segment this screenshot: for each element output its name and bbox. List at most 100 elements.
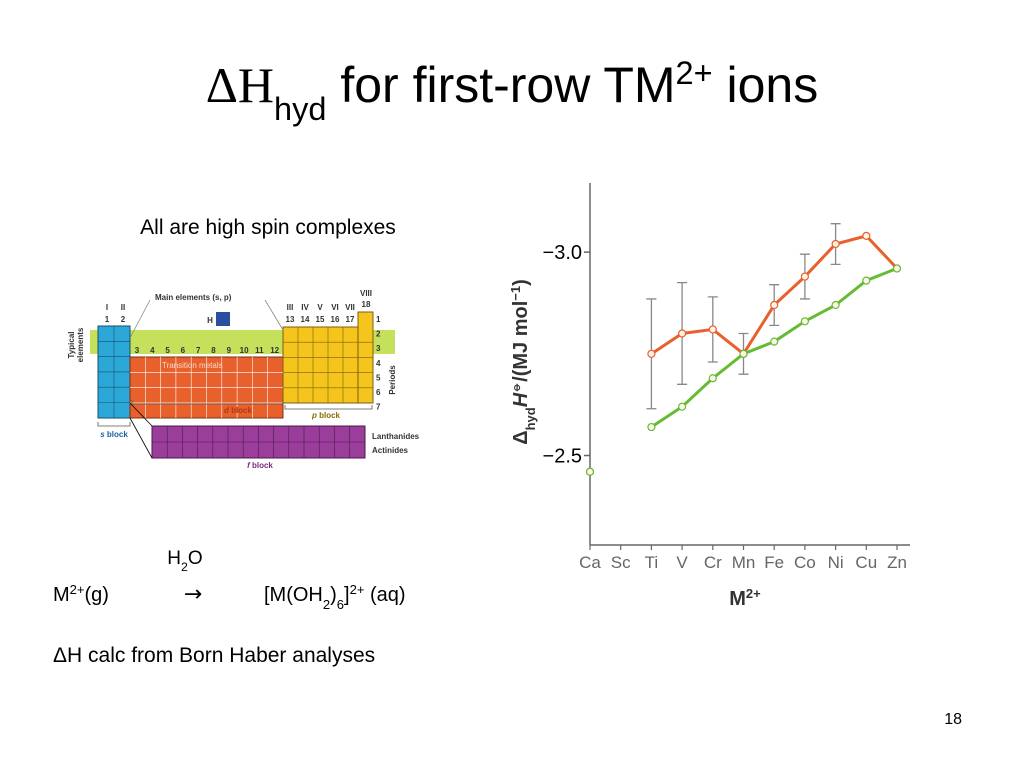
x-tick-label: Ni — [828, 553, 844, 572]
text-part: ) — [330, 584, 337, 606]
lanthanides: Lanthanides — [372, 432, 420, 441]
period-number: 4 — [376, 359, 381, 368]
group-number: 17 — [346, 315, 355, 324]
group-roman: I — [106, 303, 108, 312]
data-point — [770, 300, 779, 310]
text-part: ⦵ — [508, 382, 523, 393]
period-number: 7 — [376, 403, 381, 412]
text-part: block — [250, 461, 274, 470]
group-number: 16 — [331, 315, 340, 324]
text-part: ions — [713, 57, 819, 113]
group-number: 2 — [121, 315, 126, 324]
data-point — [800, 272, 810, 281]
x-tick-label: Co — [794, 553, 816, 572]
data-point — [585, 467, 595, 476]
data-point — [677, 329, 687, 338]
text-part: for first-row TM — [326, 57, 675, 113]
data-point — [892, 264, 902, 273]
text-part: block — [105, 430, 129, 439]
block-label: d block — [224, 406, 253, 415]
text-part: (aq) — [364, 584, 405, 606]
text-part: [M(OH — [264, 584, 323, 606]
main-label: Main elements (s, p) — [155, 293, 232, 302]
arrow: → — [184, 582, 202, 607]
group-roman: II — [121, 303, 125, 312]
block-label: f block — [247, 461, 273, 470]
group-roman: VI — [331, 303, 339, 312]
text-part: 2+ — [746, 586, 761, 601]
group-number: 4 — [150, 346, 155, 355]
x-tick-label: Cu — [855, 553, 877, 572]
group-roman: III — [287, 303, 294, 312]
group-number: 18 — [362, 300, 371, 309]
text-part: ) — [510, 279, 532, 286]
period-number: 2 — [376, 330, 381, 339]
text-part: f — [247, 461, 251, 470]
data-point — [647, 422, 656, 432]
group-number: 15 — [316, 315, 325, 324]
text-part: p — [311, 411, 317, 420]
text-part: M — [729, 588, 746, 610]
x-tick-label: Ca — [579, 553, 601, 572]
actinides: Actinides — [372, 446, 409, 455]
period-number: 5 — [376, 373, 381, 382]
text-part: H — [167, 548, 181, 569]
group-number: 6 — [181, 346, 186, 355]
text-part: d — [224, 406, 230, 415]
group-roman: VII — [345, 303, 355, 312]
data-point — [862, 276, 871, 285]
data-point — [831, 239, 840, 249]
transition-label: Transition metals — [162, 361, 223, 370]
group-number: 12 — [270, 346, 279, 355]
text-part: 2+ — [676, 55, 713, 91]
text-part: (g) — [85, 584, 109, 606]
group-roman: VIII — [360, 289, 372, 298]
group-number: 13 — [286, 315, 295, 324]
text-part: ] — [344, 584, 350, 606]
group-number: 1 — [105, 315, 110, 324]
text-part: −1 — [508, 286, 523, 301]
reactant: M2+(g) — [53, 582, 109, 607]
x-tick-label: Sc — [611, 553, 631, 572]
h-label: H — [207, 316, 213, 325]
periods-label: Periods — [388, 365, 397, 395]
data-point — [708, 325, 717, 334]
solvent: H2O — [167, 548, 202, 574]
data-point — [677, 402, 687, 411]
x-tick-label: Ti — [645, 553, 659, 572]
connector — [129, 299, 284, 339]
text-part: s — [100, 430, 105, 439]
data-point — [862, 231, 871, 240]
group-roman: V — [317, 303, 323, 312]
subtitle: All are high spin complexes — [140, 216, 396, 239]
y-tick-label: −2.5 — [543, 446, 582, 468]
text-part: block — [317, 411, 341, 420]
block-label: s block — [100, 430, 128, 439]
text-part: 2 — [181, 560, 188, 574]
text-part: ΔH — [206, 57, 274, 113]
data-point — [739, 349, 748, 358]
block-label: p block — [311, 411, 341, 420]
period-number: 1 — [376, 315, 381, 324]
data-point — [770, 337, 779, 346]
data-point — [647, 349, 656, 358]
text-part: O — [188, 548, 203, 569]
group-number: 14 — [301, 315, 310, 324]
typical-label: Typicalelements — [67, 327, 85, 362]
group-number: 3 — [135, 346, 140, 355]
group-number: 8 — [211, 346, 216, 355]
x-tick-label: Fe — [764, 553, 784, 572]
text-part: 2+ — [70, 582, 85, 597]
text-part: M — [53, 584, 70, 606]
data-point — [800, 317, 810, 326]
x-tick-label: Mn — [732, 553, 756, 572]
group-number: 5 — [165, 346, 170, 355]
x-axis-label: M2+ — [729, 586, 761, 611]
period-number: 6 — [376, 388, 381, 397]
brace — [97, 400, 373, 427]
text-part: H — [510, 392, 532, 407]
y-axis-label: ΔhydH⦵/(MJ mol−1) — [508, 279, 538, 445]
hydrogen — [216, 312, 230, 326]
product: [M(OH2)6]2+ (aq) — [264, 582, 406, 612]
text-part: elements — [76, 327, 85, 362]
